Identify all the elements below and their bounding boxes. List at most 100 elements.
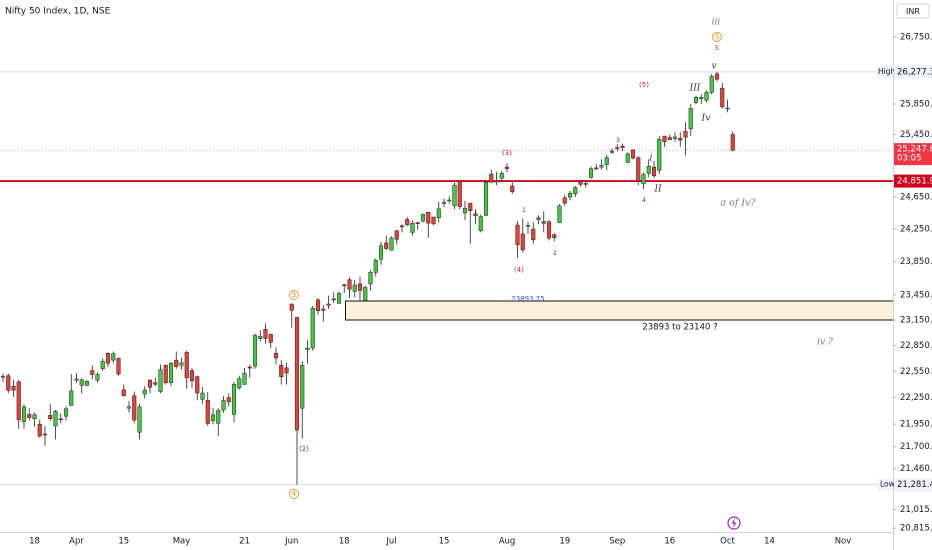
wave-label: 23893 to 23140 ? [642, 323, 717, 333]
y-tick-label: 22,850.00 [900, 341, 932, 351]
candle-body [121, 389, 126, 396]
x-tick-label: 18 [339, 537, 350, 547]
candle-body [95, 374, 100, 381]
candle-body [69, 390, 74, 406]
candle-body [699, 96, 704, 99]
candle-body [688, 108, 693, 130]
level-tag-bg [894, 174, 932, 188]
candle-body [315, 299, 321, 312]
candle-body [258, 336, 263, 339]
x-tick-label: 14 [764, 537, 775, 547]
candle-body [662, 135, 667, 142]
candle-body [536, 217, 541, 220]
candle-body [111, 353, 116, 361]
candle-body [499, 173, 504, 179]
candle-body [489, 173, 494, 183]
candle-body [531, 228, 536, 241]
candle-body [279, 365, 284, 378]
y-tick-label: 23,450.00 [900, 290, 932, 300]
candle-body [657, 138, 662, 171]
y-tick-label: 22,250.00 [900, 393, 932, 403]
candle-body [174, 359, 179, 367]
candle-body [405, 219, 410, 226]
candle-body [200, 392, 205, 400]
wave-label: a of Iv? [720, 198, 756, 209]
candle-body [310, 307, 315, 349]
candle-body [468, 203, 473, 211]
candle-body [247, 366, 252, 369]
candle-body [347, 279, 352, 290]
candle-body [147, 379, 153, 388]
candle-body [573, 187, 578, 195]
x-tick-label: 16 [664, 537, 675, 547]
candle-body [483, 182, 489, 216]
x-tick-label: 18 [29, 537, 40, 547]
candle-body [567, 192, 573, 198]
wave-label: 5 [715, 44, 719, 52]
low-tag: 21,281.45 [897, 480, 932, 490]
low-tag-name: Low [880, 480, 895, 489]
y-tick-label: 21,700.00 [900, 442, 932, 452]
candle-body [74, 378, 79, 381]
candle-body [667, 137, 672, 140]
high-tag-bg [894, 65, 932, 79]
candle-body [431, 216, 436, 225]
high-tag-name: High [878, 67, 895, 76]
candle-body [0, 375, 6, 378]
wave-label: 23893.75 [511, 295, 544, 303]
y-tick-label: 20,815.00 [900, 524, 932, 534]
candle-body [410, 222, 415, 233]
candle-body [457, 180, 462, 207]
wave-label: v [711, 62, 716, 72]
candle-body [184, 352, 189, 379]
candle-body [630, 149, 636, 159]
candle-body [720, 87, 725, 108]
candle-body [179, 362, 184, 366]
candle-body [714, 73, 720, 80]
candle-body [615, 147, 620, 149]
candle-body [588, 168, 594, 178]
target-zone [345, 300, 894, 321]
x-tick-label: 15 [439, 537, 450, 547]
candle-body [137, 406, 142, 433]
wave-label: iii [712, 18, 721, 28]
wave-label: (5) [639, 81, 649, 89]
candle-body [352, 284, 357, 292]
candle-body [79, 379, 84, 386]
wave-label: III [689, 84, 701, 94]
wave-circle [289, 290, 299, 300]
candle-body [378, 245, 384, 260]
candle-body [158, 369, 163, 392]
candle-body [447, 199, 452, 202]
candle-body [27, 414, 32, 418]
candle-body [252, 335, 258, 367]
wave-label: (4) [514, 266, 524, 274]
candle-body [195, 376, 200, 394]
candle-body [599, 165, 604, 168]
candle-body [704, 92, 709, 101]
wave-label: 2 [553, 249, 557, 257]
x-tick-label: May [173, 537, 191, 547]
plot-area [0, 71, 893, 486]
y-tick-label: 25,450.00 [900, 130, 932, 140]
candle-body [515, 224, 520, 246]
y-tick-label: 23,850.00 [900, 257, 932, 267]
candle-body [368, 272, 373, 285]
candle-body [231, 383, 237, 415]
high-tag-bg [876, 65, 893, 78]
currency-label[interactable]: INR [906, 7, 920, 16]
candle-body [16, 381, 21, 421]
candle-body [462, 208, 468, 214]
y-tick-label: 21,950.00 [900, 420, 932, 430]
x-tick-label: Oct [720, 537, 735, 547]
candle-body [90, 370, 95, 375]
candle-body [48, 415, 53, 419]
candle-body [620, 145, 625, 148]
candle-body [300, 365, 305, 409]
candle-body [84, 381, 90, 386]
candle-body [541, 221, 546, 224]
currency-button[interactable] [896, 3, 930, 19]
chart-title: Nifty 50 Index, 1D, NSE [5, 7, 111, 17]
candle-body [389, 237, 394, 251]
